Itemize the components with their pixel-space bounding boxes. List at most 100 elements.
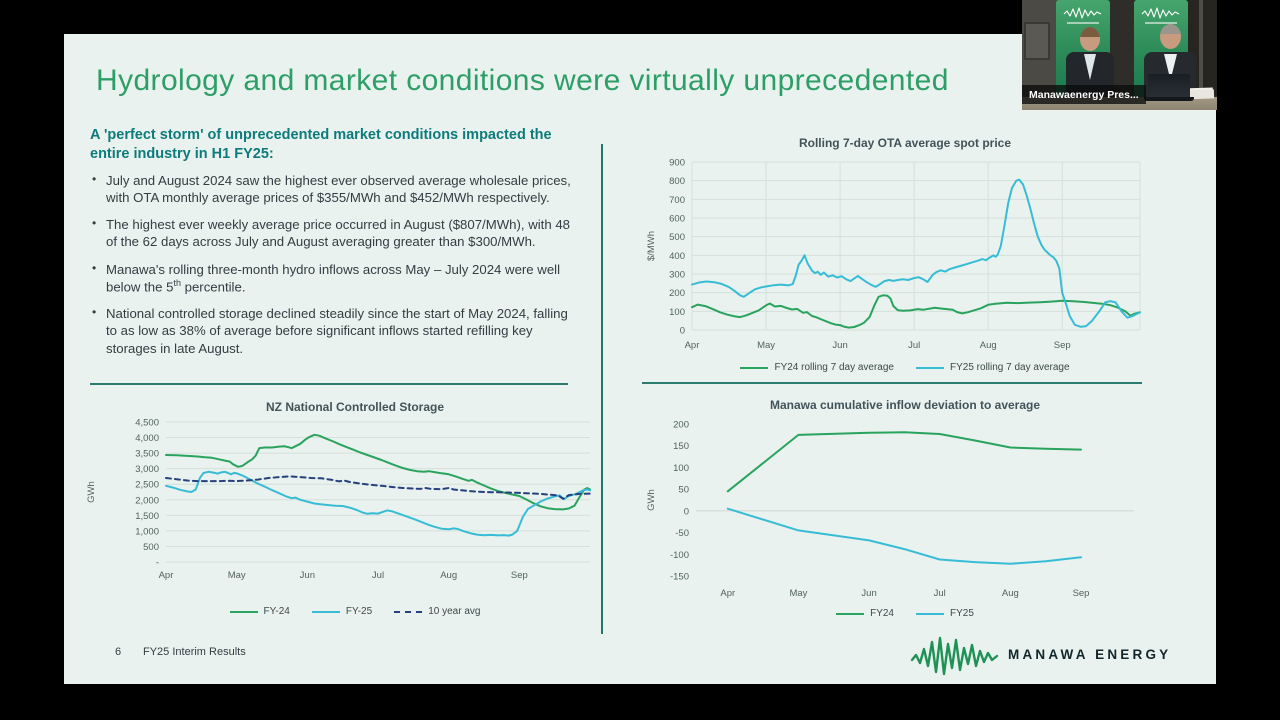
banner-logo-icon xyxy=(1063,7,1102,19)
bullet-list: July and August 2024 saw the highest eve… xyxy=(90,172,582,367)
svg-text:GWh: GWh xyxy=(86,481,97,503)
svg-text:700: 700 xyxy=(669,195,685,206)
bullet-item: July and August 2024 saw the highest eve… xyxy=(90,172,582,206)
legend-line-swatch xyxy=(311,610,340,613)
legend-item: 10 year avg xyxy=(394,606,480,617)
legend-label: FY24 xyxy=(870,608,894,619)
bullet-item: The highest ever weekly average price oc… xyxy=(90,216,582,250)
svg-text:GWh: GWh xyxy=(646,489,657,511)
svg-text:3,000: 3,000 xyxy=(135,464,159,475)
svg-text:Sep: Sep xyxy=(1073,588,1090,599)
svg-text:Aug: Aug xyxy=(440,570,457,581)
svg-text:-: - xyxy=(156,558,159,569)
svg-text:200: 200 xyxy=(669,288,685,299)
svg-text:300: 300 xyxy=(669,270,685,281)
svg-text:-50: -50 xyxy=(675,528,689,539)
svg-text:-100: -100 xyxy=(670,550,689,561)
banner-caption-text xyxy=(1067,22,1099,24)
logo-waveform-icon xyxy=(910,636,999,676)
svg-text:500: 500 xyxy=(143,542,159,553)
divider-left xyxy=(90,383,568,385)
svg-text:Apr: Apr xyxy=(159,570,174,581)
svg-text:800: 800 xyxy=(669,176,685,187)
svg-text:200: 200 xyxy=(673,420,689,431)
legend-label: FY25 rolling 7 day average xyxy=(950,362,1070,373)
legend-item: FY24 rolling 7 day average xyxy=(740,362,894,373)
svg-text:1,000: 1,000 xyxy=(135,526,159,537)
webcam-caption-text: Manawaenergy Pres... xyxy=(1029,88,1139,101)
svg-text:500: 500 xyxy=(669,232,685,243)
storage-chart-title: NZ National Controlled Storage xyxy=(265,400,444,414)
webcam-video[interactable]: Manawaenergy Pres... xyxy=(1022,0,1217,110)
legend-line-swatch xyxy=(740,366,769,369)
legend-line-swatch xyxy=(394,610,423,613)
banner-caption-text xyxy=(1145,22,1177,24)
wall-frame xyxy=(1024,22,1050,60)
storage-chart-legend: FY-24 FY-25 10 year avg xyxy=(80,606,630,617)
door-frame xyxy=(1199,0,1203,96)
footer-label: FY25 Interim Results xyxy=(143,646,246,658)
legend-item: FY25 rolling 7 day average xyxy=(916,362,1070,373)
svg-text:2,500: 2,500 xyxy=(135,480,159,491)
svg-text:Sep: Sep xyxy=(1054,340,1071,351)
slide-title: Hydrology and market conditions were vir… xyxy=(96,64,949,97)
svg-text:Apr: Apr xyxy=(720,588,735,599)
svg-text:Jul: Jul xyxy=(934,588,946,599)
column-divider xyxy=(601,144,603,634)
storage-chart: 4,500 4,000 3,500 3,000 2,500 2,000 1,500 1,000… xyxy=(86,418,591,581)
webcam-caption: Manawaenergy Pres... xyxy=(1022,85,1146,104)
banner-logo-icon xyxy=(1141,7,1180,19)
svg-text:600: 600 xyxy=(669,214,685,225)
svg-text:900: 900 xyxy=(669,158,685,169)
svg-text:0: 0 xyxy=(684,506,689,517)
svg-text:May: May xyxy=(228,570,246,581)
svg-text:Jul: Jul xyxy=(908,340,920,351)
spot-price-chart-title: Rolling 7-day OTA average spot price xyxy=(798,136,1012,150)
legend-item: FY25 xyxy=(916,608,974,619)
svg-text:1,500: 1,500 xyxy=(135,511,159,522)
svg-text:Jul: Jul xyxy=(372,570,384,581)
svg-text:Apr: Apr xyxy=(685,340,700,351)
legend-line-swatch xyxy=(229,610,258,613)
legend-line-swatch xyxy=(916,366,944,369)
bullet-item: Manawa's rolling three-month hydro inflo… xyxy=(90,261,582,296)
svg-text:400: 400 xyxy=(669,251,685,262)
legend-label: FY24 rolling 7 day average xyxy=(774,362,894,373)
presentation-slide: Hydrology and market conditions were vir… xyxy=(64,34,1216,684)
legend-label: 10 year avg xyxy=(428,606,481,617)
inflow-deviation-chart: 200 150 100 50 0 -50 -100 -150 Apr May Jun Jul Aug Se… xyxy=(646,420,1134,599)
svg-text:4,000: 4,000 xyxy=(135,433,159,444)
svg-text:Aug: Aug xyxy=(1002,588,1019,599)
svg-text:-150: -150 xyxy=(670,572,689,583)
laptop xyxy=(1148,74,1190,98)
legend-item: FY-24 xyxy=(229,606,290,617)
page-number: 6 xyxy=(115,646,122,658)
legend-line-swatch xyxy=(836,612,865,615)
svg-text:Jun: Jun xyxy=(300,570,315,581)
legend-line-swatch xyxy=(916,612,944,615)
key-message-heading: A 'perfect storm' of unprecedented marke… xyxy=(90,127,552,163)
slide-footer: 6 FY25 Interim Results MANAWA ENERGY xyxy=(64,634,1216,684)
legend-label: FY-24 xyxy=(263,606,290,617)
svg-text:May: May xyxy=(757,340,775,351)
svg-text:100: 100 xyxy=(673,463,689,474)
spot-price-chart-legend: FY24 rolling 7 day average FY25 rolling 7… xyxy=(640,362,1170,373)
svg-text:4,500: 4,500 xyxy=(135,418,159,429)
legend-item: FY-25 xyxy=(311,606,373,617)
svg-text:0: 0 xyxy=(680,326,685,337)
laptop-base xyxy=(1144,97,1194,101)
svg-text:Jun: Jun xyxy=(861,588,876,599)
svg-text:$/MWh: $/MWh xyxy=(646,231,657,261)
svg-text:Aug: Aug xyxy=(980,340,997,351)
svg-text:2,000: 2,000 xyxy=(135,495,159,506)
svg-text:100: 100 xyxy=(669,307,685,318)
legend-label: FY-25 xyxy=(345,606,373,617)
logo-text: MANAWA ENERGY xyxy=(1008,647,1172,662)
svg-text:May: May xyxy=(789,588,807,599)
inflow-chart-title: Manawa cumulative inflow deviation to av… xyxy=(769,398,1041,412)
svg-text:50: 50 xyxy=(678,485,689,496)
legend-label: FY25 xyxy=(950,608,974,619)
legend-item: FY24 xyxy=(836,608,894,619)
